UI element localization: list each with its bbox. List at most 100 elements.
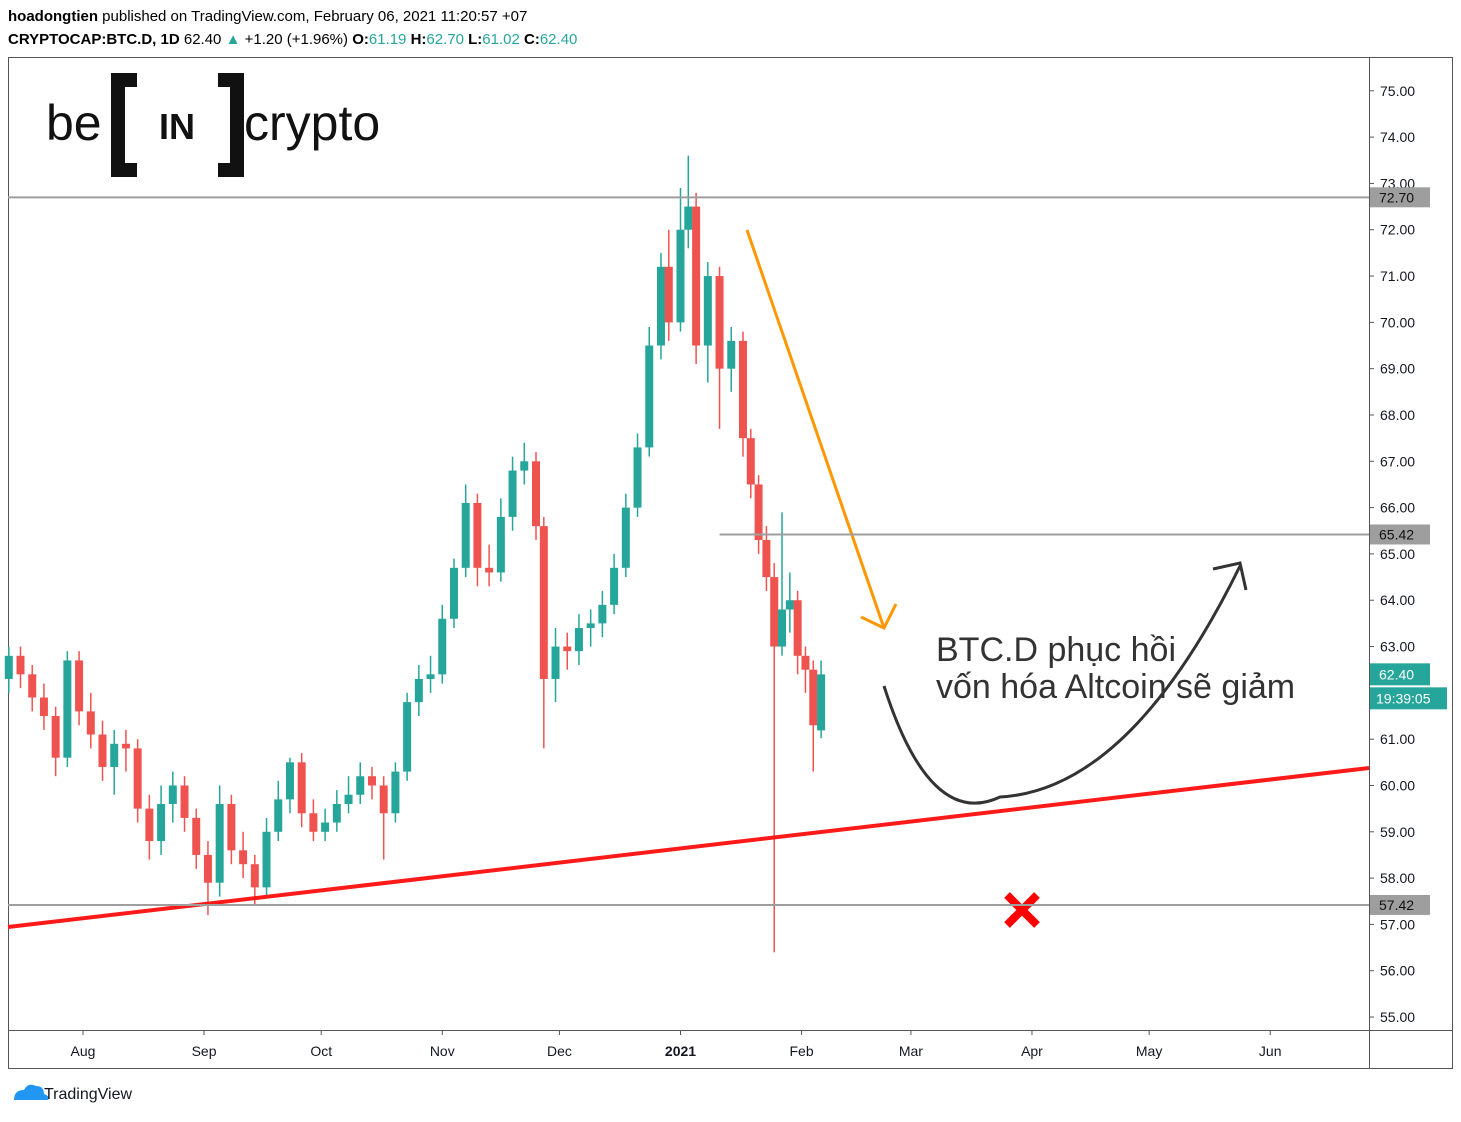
level-label: 65.42: [1379, 526, 1414, 542]
x-tick-label: Nov: [430, 1043, 455, 1059]
candle-body: [414, 678, 423, 703]
candle-body: [4, 655, 13, 679]
countdown: 19:39:05: [1376, 690, 1431, 706]
plot: [4, 155, 826, 953]
c-value: 62.40: [540, 31, 578, 48]
candle-body: [531, 461, 540, 527]
header-line-2: CRYPTOCAP:BTC.D, 1D 62.40 ▲ +1.20 (+1.96…: [8, 31, 577, 48]
x-mark: [1004, 892, 1040, 928]
candle-body: [801, 655, 810, 670]
candle-body: [676, 229, 685, 323]
y-tick-label: 59.00: [1380, 824, 1415, 840]
footer-logo: TradingView: [14, 1084, 132, 1103]
x-tick-label: Mar: [899, 1043, 923, 1059]
candle-body: [86, 711, 95, 735]
candle-body: [192, 817, 201, 855]
candle-body: [215, 804, 224, 883]
candle-body: [703, 276, 712, 346]
candle-body: [586, 623, 595, 629]
logo: be IN crypto: [46, 73, 380, 177]
candle-body: [157, 804, 166, 842]
frame: [8, 57, 1453, 1069]
candle-body: [379, 785, 388, 814]
y-tick-label: 70.00: [1380, 314, 1415, 330]
l-value: 61.02: [482, 31, 520, 48]
published: published on TradingView.com, February 0…: [102, 8, 527, 25]
candle-body: [367, 776, 376, 786]
candle-body: [633, 447, 642, 508]
change: +1.20 (+1.96%): [245, 31, 348, 48]
candle-body: [485, 567, 494, 573]
candle-body: [16, 655, 25, 675]
logo-brackets: [111, 73, 244, 177]
candle-body: [610, 567, 619, 605]
symbol: CRYPTOCAP:BTC.D, 1D: [8, 31, 180, 48]
candle-body: [250, 864, 259, 888]
candle-body: [309, 813, 318, 832]
footer-text: TradingView: [44, 1086, 132, 1103]
candle-body: [180, 785, 189, 818]
level-label: 57.42: [1379, 897, 1414, 913]
h-value: 62.70: [426, 31, 464, 48]
candle-body: [344, 794, 353, 805]
candle-body: [473, 502, 482, 568]
candle-body: [227, 804, 236, 851]
candle-body: [645, 345, 654, 448]
last-price-box: [1370, 663, 1430, 686]
candle-body: [75, 660, 84, 712]
candle-body: [110, 743, 119, 767]
y-tick-label: 65.00: [1380, 546, 1415, 562]
y-tick-label: 67.00: [1380, 453, 1415, 469]
level-label-box: [1370, 524, 1430, 545]
level-label-box: [1370, 894, 1430, 915]
y-tick-label: 55.00: [1380, 1009, 1415, 1025]
logo-left: be: [46, 95, 102, 151]
y-tick-label: 72.00: [1380, 222, 1415, 238]
candle-body: [664, 266, 673, 323]
candle-body: [551, 646, 560, 679]
candle-body: [621, 507, 630, 568]
level-label-box: [1370, 187, 1430, 208]
x-tick-label: Sep: [192, 1043, 217, 1059]
x-tick-label: Aug: [71, 1043, 96, 1059]
header-line-1: hoadongtien published on TradingView.com…: [8, 8, 527, 25]
candle-body: [598, 604, 607, 624]
o-label: O:: [352, 31, 369, 48]
candle-body: [297, 762, 306, 814]
candle-body: [274, 799, 283, 832]
x-tick-label: Jun: [1259, 1043, 1282, 1059]
y-tick-label: 61.00: [1380, 731, 1415, 747]
y-tick-label: 63.00: [1380, 639, 1415, 655]
candle-body: [145, 808, 154, 842]
candle-body: [656, 266, 665, 346]
h-label: H:: [411, 31, 427, 48]
x-tick-label: Oct: [310, 1043, 332, 1059]
candle-body: [168, 785, 177, 805]
c-label: C:: [524, 31, 540, 48]
candle-body: [121, 743, 130, 749]
x-tick-label: Dec: [547, 1043, 572, 1059]
candle-body: [809, 669, 818, 726]
candle-body: [39, 697, 48, 717]
x-tick-label: May: [1136, 1043, 1162, 1059]
candle-body: [285, 762, 294, 800]
author: hoadongtien: [8, 8, 98, 25]
candle-body: [391, 771, 400, 814]
candle-body: [63, 660, 72, 758]
y-tick-label: 74.00: [1380, 129, 1415, 145]
candle-body: [727, 340, 736, 369]
candle-body: [715, 276, 724, 369]
y-tick-label: 75.00: [1380, 83, 1415, 99]
y-tick-label: 60.00: [1380, 777, 1415, 793]
candle-body: [51, 716, 60, 758]
candle-body: [461, 502, 470, 568]
x-tick-label: 2021: [665, 1043, 696, 1059]
y-tick-label: 57.00: [1380, 916, 1415, 932]
y-tick-label: 68.00: [1380, 407, 1415, 423]
candle-body: [793, 600, 802, 656]
candle-body: [438, 618, 447, 675]
o-value: 61.19: [369, 31, 407, 48]
candle-body: [403, 702, 412, 772]
y-tick-label: 69.00: [1380, 361, 1415, 377]
